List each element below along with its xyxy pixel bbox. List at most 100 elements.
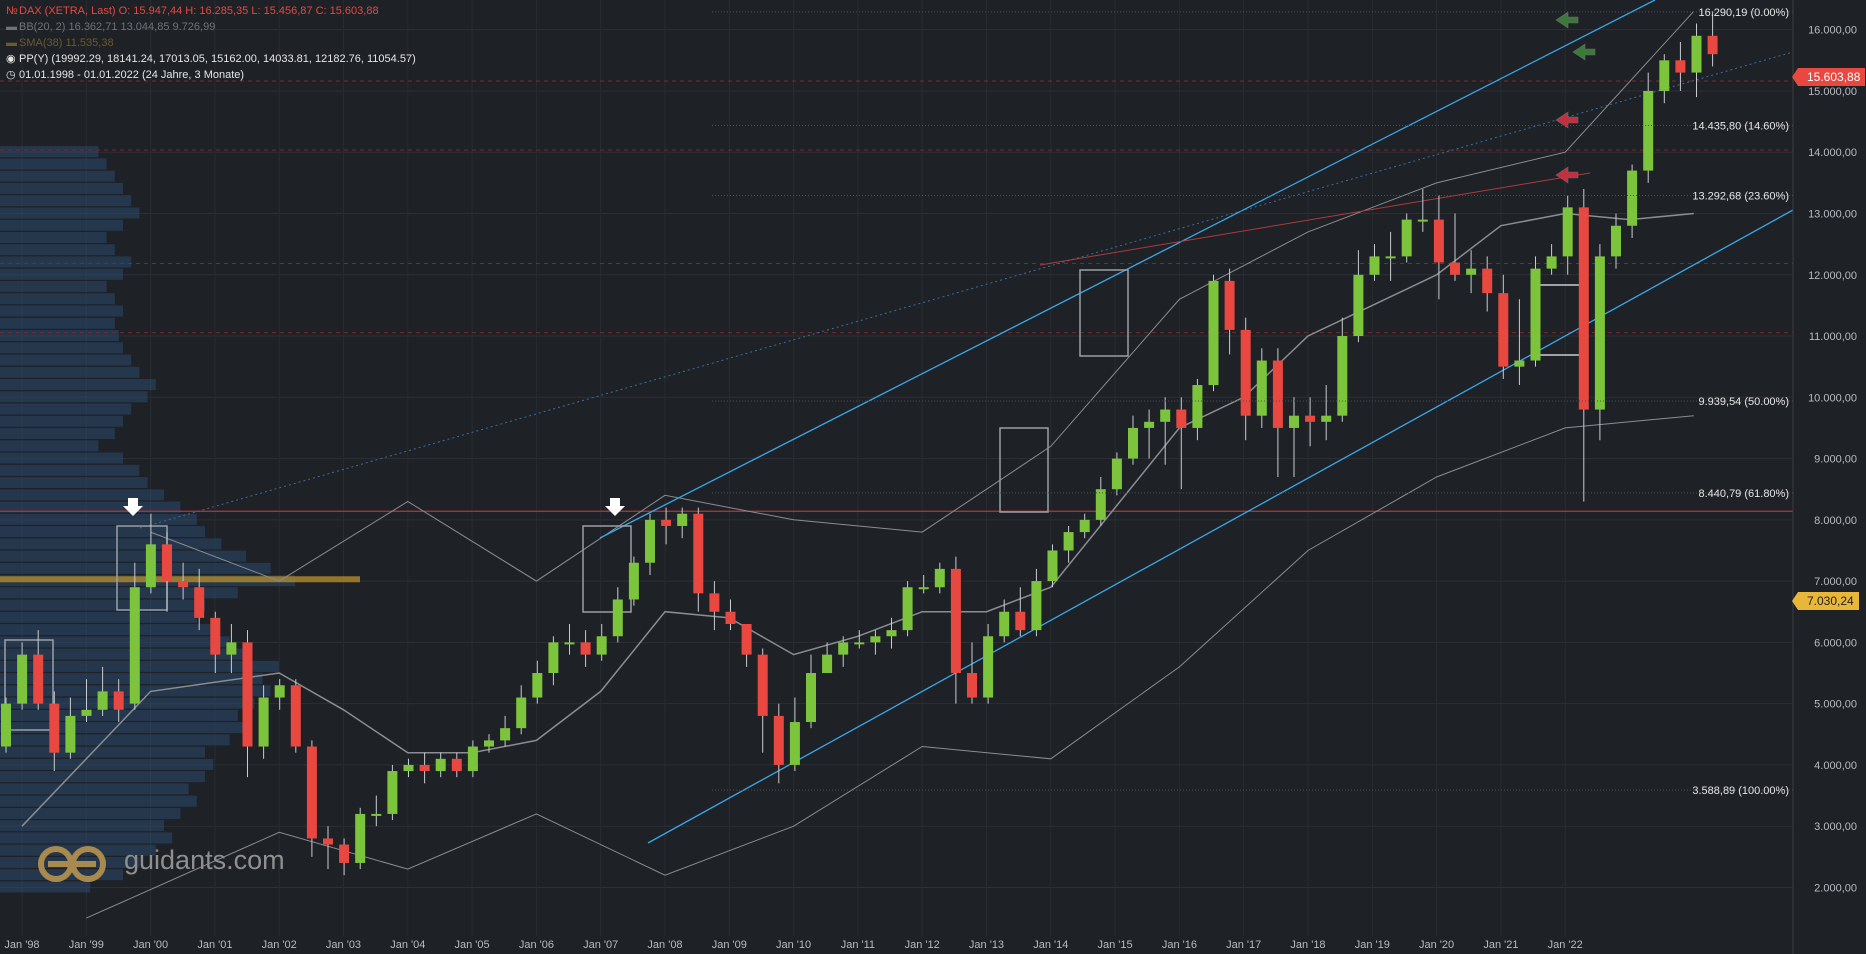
volume-profile-bar	[0, 648, 246, 660]
bollinger-lower	[86, 415, 1694, 919]
candle-body	[306, 746, 317, 839]
volume-profile-bar	[0, 415, 123, 427]
candle-body	[1707, 35, 1718, 55]
candle-body	[355, 813, 366, 863]
guidants-logo-text: guidants.com	[124, 845, 285, 875]
candle-body	[564, 642, 575, 645]
x-tick-label: Jan '08	[647, 939, 682, 951]
volume-profile-bar	[0, 379, 156, 391]
x-axis: Jan '98 Jan '99 Jan '00 Jan '01 Jan '02 Jan '…	[4, 939, 1582, 951]
candle-body	[967, 673, 977, 698]
y-tick-label: 3.000,00	[1814, 821, 1857, 833]
candle-body	[1321, 415, 1332, 422]
candle-body	[1530, 268, 1541, 361]
candle-body	[1401, 219, 1412, 257]
candle-body	[1611, 225, 1621, 257]
candle-body	[467, 746, 478, 772]
candle-body	[596, 636, 607, 655]
volume-profile-bar	[0, 330, 119, 342]
candle-body	[1208, 280, 1219, 386]
volume-profile-bar	[0, 758, 214, 770]
trend-red	[1039, 172, 1591, 266]
y-tick-label: 2.000,00	[1814, 882, 1857, 894]
guidants-logo-icon	[38, 846, 106, 882]
fib-label: 8.440,79 (61.80%)	[1698, 488, 1789, 500]
candle-body	[532, 673, 543, 698]
volume-profile-bar	[0, 452, 123, 464]
down-arrow-icon	[605, 498, 625, 516]
candle-body	[290, 685, 301, 747]
volume-profile-bar	[0, 795, 197, 807]
candle-body	[113, 691, 124, 710]
x-tick-label: Jan '13	[969, 939, 1004, 951]
volume-profile-bar	[0, 722, 246, 734]
candle-body	[484, 740, 494, 747]
bollinger-upper	[150, 10, 1695, 582]
candle-body	[1128, 427, 1138, 459]
volume-profile-bar	[0, 624, 214, 636]
x-tick-label: Jan '03	[326, 939, 361, 951]
y-tick-label: 11.000,00	[1809, 331, 1857, 343]
target-arrow-icon	[1555, 111, 1579, 129]
candle-body	[1562, 207, 1573, 257]
volume-profile-bar	[0, 636, 230, 648]
candle-body	[1289, 415, 1299, 428]
candle-body	[194, 587, 205, 618]
bollinger-info[interactable]: ▬ BB(20, 2) 16.362,71 13.044,85 9.726,99	[6, 21, 215, 34]
candle-body	[725, 611, 736, 624]
candle-body	[1337, 336, 1348, 416]
candle-body	[1224, 280, 1235, 330]
pivot-info[interactable]: ◉ PP(Y) (19992.29, 18141.24, 17013.05, 15…	[6, 53, 416, 66]
volume-profile-bar	[0, 697, 255, 709]
trend-dotted	[139, 51, 1794, 529]
candle-body	[1450, 262, 1460, 275]
candle-body	[902, 587, 913, 631]
candle-body	[226, 642, 237, 655]
candle-body	[854, 642, 865, 645]
candle-body	[1305, 415, 1316, 422]
candle-body	[1514, 360, 1525, 367]
instrument-info: №DAX (XETRA, Last) O: 15.947,44 H: 16.28…	[6, 5, 379, 18]
volume-profile-bar	[0, 195, 132, 207]
fib-label: 16.290,19 (0.00%)	[1698, 7, 1789, 19]
x-tick-label: Jan '01	[197, 939, 232, 951]
x-tick-label: Jan '18	[1290, 939, 1325, 951]
candle-body	[1643, 90, 1654, 171]
x-tick-label: Jan '12	[905, 939, 940, 951]
volume-profile-bar	[0, 881, 91, 893]
volume-profile-bar	[0, 391, 148, 403]
candle-body	[323, 838, 333, 845]
highlight-box	[1079, 269, 1129, 357]
target-arrow-icon	[1555, 11, 1579, 29]
volume-profile-bar	[0, 317, 115, 329]
candle-body	[709, 593, 720, 612]
volume-profile-bar	[0, 440, 99, 452]
volume-profile-bar	[0, 611, 197, 623]
pivot-text: PP(Y) (19992.29, 18141.24, 17013.05, 151…	[19, 53, 416, 65]
candle-body	[1659, 60, 1670, 91]
candle-body	[210, 617, 221, 655]
candle-body	[789, 722, 800, 765]
candles	[1, 11, 1718, 876]
x-tick-label: Jan '16	[1162, 939, 1197, 951]
line-icon: ▬	[6, 21, 17, 33]
candle-body	[1369, 256, 1380, 275]
volume-profile-bar	[0, 820, 164, 832]
sma-info[interactable]: ▬ SMA(38) 11.535,38	[6, 37, 114, 50]
candle-body	[419, 764, 430, 772]
candle-body	[886, 630, 897, 637]
y-tick-label: 12.000,00	[1808, 270, 1857, 282]
instrument-icon: №	[6, 5, 18, 17]
x-tick-label: Jan '22	[1548, 939, 1583, 951]
volume-profile-bar	[0, 207, 140, 219]
candle-body	[145, 544, 156, 588]
y-tick-label: 13.000,00	[1808, 208, 1857, 220]
channel-upper	[599, 0, 1656, 539]
highlight-box	[4, 639, 54, 731]
x-tick-label: Jan '19	[1355, 939, 1390, 951]
range-info[interactable]: ◷ 01.01.1998 - 01.01.2022 (24 Jahre, 3 Mo…	[6, 69, 244, 82]
candle-body	[918, 587, 929, 590]
y-tick-label: 9.000,00	[1814, 454, 1857, 466]
candle-body	[1015, 611, 1026, 631]
